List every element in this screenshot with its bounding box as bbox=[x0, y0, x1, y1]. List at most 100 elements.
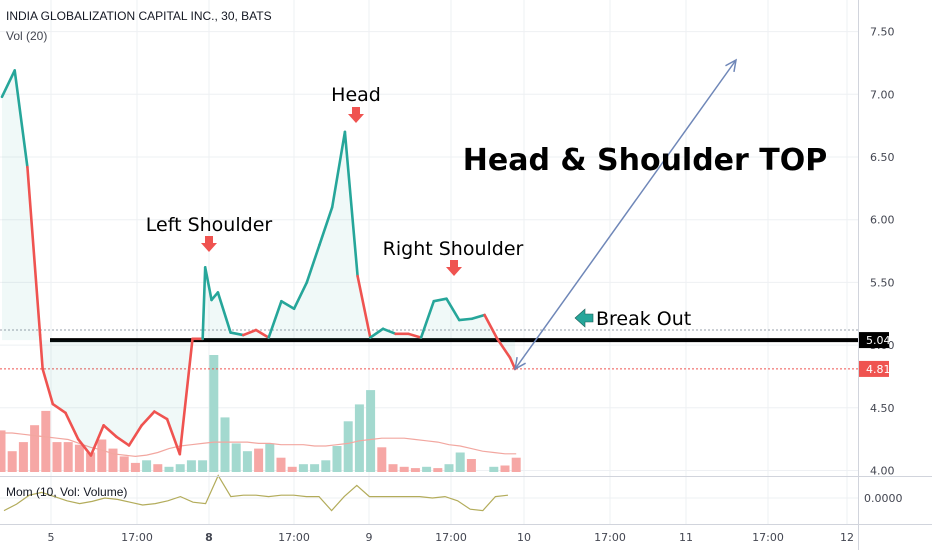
price-segment bbox=[140, 410, 156, 427]
price-segment bbox=[0, 69, 16, 99]
volume-bar bbox=[466, 459, 476, 472]
volume-bar bbox=[231, 443, 241, 472]
head-label: Head bbox=[331, 84, 381, 106]
volume-bar bbox=[74, 444, 84, 472]
price-segment bbox=[407, 332, 423, 339]
time-tick-label: 17:00 bbox=[278, 531, 310, 544]
time-tick-label: 17:00 bbox=[435, 531, 467, 544]
price-segment bbox=[330, 130, 347, 209]
price-segment bbox=[51, 402, 67, 415]
price-segment bbox=[419, 299, 436, 339]
price-segment bbox=[508, 356, 517, 371]
price-segment bbox=[242, 328, 258, 337]
time-tick-label: 8 bbox=[205, 531, 213, 544]
momentum-line bbox=[3, 474, 509, 512]
momentum-legend[interactable]: Mom (10, Vol: Volume) bbox=[6, 485, 128, 499]
volume-bar bbox=[489, 466, 499, 472]
price-segment bbox=[483, 313, 499, 341]
price-segment bbox=[41, 367, 55, 406]
volume-bar bbox=[63, 442, 73, 472]
right-shoulder-label: Right Shoulder bbox=[383, 238, 524, 260]
price-segment bbox=[13, 69, 29, 169]
volume-bars bbox=[0, 355, 521, 472]
volume-bar bbox=[410, 468, 420, 472]
volume-bar bbox=[220, 417, 230, 472]
volume-bar bbox=[343, 421, 353, 472]
price-segment bbox=[229, 331, 245, 337]
volume-bar bbox=[254, 448, 264, 472]
volume-bar bbox=[321, 460, 331, 472]
volume-bar bbox=[500, 465, 510, 472]
price-tick-label: 7.50 bbox=[870, 26, 895, 39]
volume-bar bbox=[86, 452, 96, 472]
price-segment bbox=[115, 435, 131, 447]
volume-bar bbox=[265, 443, 275, 472]
volume-bar bbox=[164, 466, 174, 472]
projection-arrowhead-bottom bbox=[514, 356, 526, 371]
price-segment bbox=[127, 424, 143, 447]
price-segment bbox=[89, 424, 105, 457]
volume-bar bbox=[366, 390, 376, 472]
price-tick-label: 6.00 bbox=[870, 214, 895, 227]
time-tick-label: 12 bbox=[840, 531, 854, 544]
price-segment bbox=[318, 205, 334, 247]
price-axis-badge bbox=[859, 332, 889, 349]
break-out-label: Break Out bbox=[596, 308, 691, 330]
momentum-tick-label: 0.0000 bbox=[864, 492, 903, 505]
breakout-arrow-icon bbox=[574, 308, 594, 328]
price-axis-badge-label: 4.81 bbox=[866, 363, 891, 376]
volume-bar bbox=[332, 446, 342, 472]
price-segment bbox=[216, 291, 232, 334]
volume-bar bbox=[41, 410, 51, 472]
volume-bar bbox=[298, 464, 308, 472]
volume-bar bbox=[354, 404, 364, 472]
price-segment bbox=[445, 297, 461, 322]
volume-bar bbox=[153, 464, 163, 472]
price-axis-badge-label: 5.04 bbox=[866, 334, 891, 347]
price-segment bbox=[305, 243, 321, 284]
price-segment bbox=[495, 337, 512, 359]
price-segment bbox=[356, 274, 372, 339]
volume-bar bbox=[388, 464, 398, 472]
price-segment bbox=[368, 327, 385, 339]
time-tick-label: 10 bbox=[517, 531, 531, 544]
volume-bar bbox=[422, 466, 432, 472]
price-segment bbox=[343, 130, 359, 278]
volume-bar bbox=[198, 460, 208, 472]
head-marker bbox=[348, 107, 364, 123]
volume-bar bbox=[399, 466, 409, 472]
price-area-fill bbox=[2, 70, 516, 456]
price-segment bbox=[102, 424, 118, 438]
volume-bar bbox=[377, 447, 387, 472]
price-segment bbox=[165, 417, 182, 456]
symbol-legend[interactable]: INDIA GLOBALIZATION CAPITAL INC., 30, BA… bbox=[6, 9, 272, 23]
volume-bar bbox=[30, 425, 40, 472]
volume-bar bbox=[287, 466, 297, 472]
time-tick-label: 17:00 bbox=[594, 531, 626, 544]
volume-legend[interactable]: Vol (20) bbox=[6, 29, 48, 43]
price-segment bbox=[38, 333, 44, 371]
volume-bar bbox=[209, 355, 219, 472]
price-tick-label: 4.00 bbox=[870, 465, 895, 478]
left-shoulder-label: Left Shoulder bbox=[146, 214, 273, 236]
price-segment bbox=[292, 281, 309, 311]
price-segment bbox=[254, 328, 271, 339]
time-tick-label: 17:00 bbox=[121, 531, 153, 544]
price-tick-label: 4.50 bbox=[870, 402, 895, 415]
price-segment bbox=[432, 297, 448, 303]
volume-bar bbox=[455, 452, 465, 472]
volume-bar bbox=[18, 442, 28, 472]
price-segment bbox=[201, 266, 207, 341]
projection-line bbox=[514, 59, 737, 370]
price-segment bbox=[76, 437, 93, 457]
left-shoulder-marker bbox=[201, 236, 217, 252]
volume-bar bbox=[511, 457, 521, 472]
price-segment bbox=[64, 411, 80, 441]
volume-bar bbox=[142, 460, 152, 472]
volume-bar bbox=[119, 456, 129, 472]
volume-bar bbox=[130, 462, 140, 472]
time-tick-label: 5 bbox=[48, 531, 55, 544]
volume-bar bbox=[444, 464, 454, 472]
